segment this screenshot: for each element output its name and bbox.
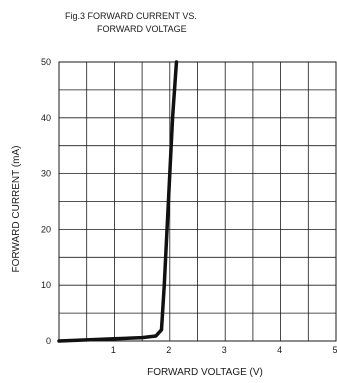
y-tick-label: 10 — [41, 280, 51, 290]
x-tick-labels: 1 2 3 4 5 — [111, 345, 337, 355]
plot-grid — [59, 62, 336, 341]
x-tick-label: 4 — [277, 345, 282, 355]
x-tick-label: 1 — [111, 345, 116, 355]
y-tick-labels: 0 10 20 30 40 50 — [41, 57, 51, 346]
y-tick-label: 30 — [41, 169, 51, 179]
plot-frame — [58, 61, 337, 342]
x-tick-label: 3 — [222, 345, 227, 355]
y-tick-label: 20 — [41, 224, 51, 234]
y-axis-label: FORWARD CURRENT (mA) — [11, 145, 22, 272]
x-tick-label: 5 — [332, 345, 337, 355]
chart-title-line-1: Fig.3 FORWARD CURRENT VS. — [65, 11, 197, 21]
forward-current-curve — [57, 60, 179, 343]
y-tick-label: 40 — [41, 113, 51, 123]
chart-title-line-2: FORWARD VOLTAGE — [97, 24, 187, 34]
y-tick-label: 50 — [41, 57, 51, 67]
y-tick-label: 0 — [46, 336, 51, 346]
x-axis-label: FORWARD VOLTAGE (V) — [147, 367, 263, 378]
x-tick-label: 2 — [166, 345, 171, 355]
